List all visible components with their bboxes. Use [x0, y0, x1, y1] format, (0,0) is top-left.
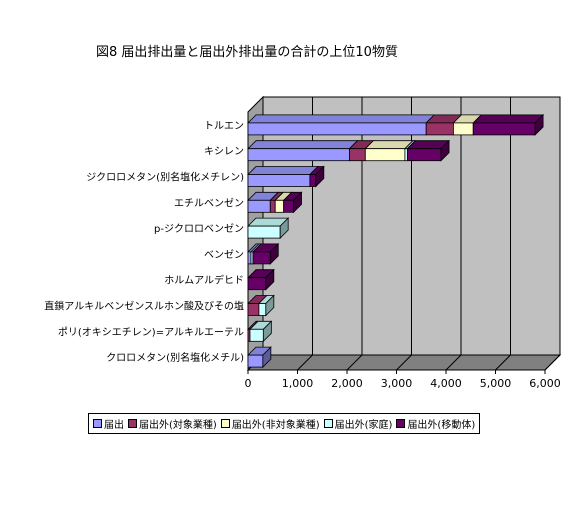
bar-end — [262, 320, 272, 343]
legend-label: 届出外(対象業種) — [139, 420, 217, 431]
bar-segment — [453, 122, 474, 136]
category-label: トルエン — [204, 121, 244, 132]
gridline — [495, 354, 511, 371]
bar-segment — [349, 148, 366, 162]
bar-segment — [247, 122, 427, 136]
legend-label: 届出外(移動体) — [407, 420, 476, 431]
x-tick-label: 3,000 — [381, 377, 413, 390]
bar-segment — [247, 148, 350, 162]
category-label: エチルベンゼン — [174, 197, 244, 209]
bar-end — [440, 139, 450, 162]
bar-segment — [249, 328, 264, 342]
bar-segment — [247, 225, 281, 239]
bar-end — [315, 165, 325, 188]
category-label: 直鎖アルキルベンゼンスルホン酸及びその塩 — [44, 300, 244, 313]
bar-segment — [406, 148, 442, 162]
legend-swatch — [323, 419, 333, 428]
bar-segment — [247, 251, 252, 265]
bar-end — [293, 191, 302, 214]
gridline — [297, 354, 313, 371]
bar-top — [247, 114, 436, 124]
legend-item: 届出外(移動体) — [396, 416, 475, 431]
legend-label: 届出外(家庭) — [334, 420, 393, 431]
bar-segment — [283, 199, 294, 213]
bar-segment — [247, 303, 260, 316]
legend-label: 届出 — [104, 420, 124, 431]
gridline — [346, 354, 363, 371]
bar-segment — [309, 174, 317, 187]
x-tick-label: 6,000 — [529, 377, 561, 390]
gridline — [544, 354, 561, 371]
gridline — [396, 354, 412, 371]
bar-top — [472, 114, 545, 124]
bar-segment — [247, 174, 311, 187]
bar-end — [534, 113, 544, 136]
bar-end — [265, 268, 275, 291]
bar-segment — [269, 199, 276, 213]
legend-swatch — [128, 419, 137, 428]
category-label: p-ジクロロベンゼン — [154, 223, 244, 235]
bar-end — [279, 217, 289, 240]
x-tick-label: 4,000 — [430, 377, 462, 390]
bar-segment — [252, 251, 271, 265]
bar-end — [269, 242, 279, 265]
category-label: クロロメタン(別名塩化メチル) — [106, 351, 244, 364]
category-label: ポリ(オキシエチレン)=アルキルエーテル — [58, 326, 244, 338]
bar-top — [247, 140, 359, 150]
chart-title: 図8 届出排出量と届出外排出量の合計の上位10物質 — [96, 45, 398, 60]
legend-item: 届出外(対象業種) — [128, 416, 217, 431]
x-tick-label: 2,000 — [331, 377, 363, 390]
category-label: キシレン — [204, 147, 244, 158]
legend-swatch — [93, 419, 102, 428]
x-tick-label: 1,000 — [282, 377, 314, 390]
gridline — [445, 354, 462, 371]
legend: 届出 届出外(対象業種) 届出外(非対象業種) 届出外(家庭) 届出外(移動体) — [88, 413, 481, 434]
legend-label: 届出外(非対象業種) — [231, 420, 320, 431]
bar-segment — [364, 148, 406, 162]
bar-segment — [274, 199, 285, 213]
x-tick-label: 0 — [245, 377, 252, 390]
bar-segment — [247, 199, 271, 213]
bar-end — [262, 346, 272, 369]
category-label: ホルムアルデヒド — [164, 274, 244, 287]
legend-swatch — [220, 419, 230, 428]
category-label: ベンゼン — [204, 249, 244, 261]
legend-item: 届出 — [93, 416, 124, 431]
legend-item: 届出外(家庭) — [323, 416, 393, 431]
legend-swatch — [396, 419, 406, 428]
bar-segment — [472, 122, 536, 136]
bar-segment — [425, 122, 454, 136]
bar-segment — [247, 277, 267, 291]
bar-top — [247, 166, 319, 175]
category-label: ジクロロメタン(別名塩化メチレン) — [86, 171, 244, 184]
bar-segment — [247, 354, 264, 368]
legend-item: 届出外(非対象業種) — [220, 416, 320, 431]
x-tick-label: 5,000 — [480, 377, 512, 390]
bar-segment — [258, 303, 267, 316]
bar-end — [265, 294, 275, 317]
